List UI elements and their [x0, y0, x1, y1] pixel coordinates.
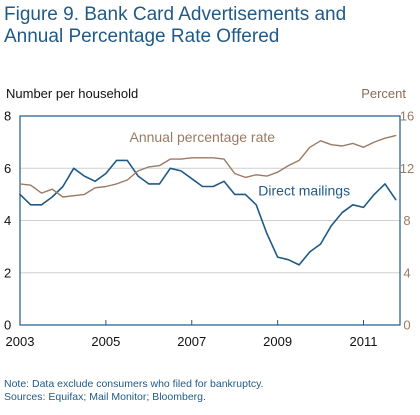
sources-text: Sources: Equifax; Mail Monitor; Bloomber…	[4, 391, 206, 403]
left-tick-label: 2	[4, 265, 11, 280]
left-tick-label: 6	[4, 161, 11, 176]
right-axis-title: Percent	[361, 86, 406, 101]
plot-frame	[19, 115, 401, 326]
x-tick-label: 2005	[91, 334, 120, 349]
chart-title: Figure 9. Bank Card Advertisements and A…	[4, 4, 347, 47]
x-tick-label: 2011	[350, 334, 378, 349]
series-line-direct-mailings	[19, 159, 397, 266]
right-tick-label: 0	[403, 318, 410, 333]
left-tick-label: 4	[4, 213, 11, 228]
x-tick-label: 2003	[6, 334, 35, 349]
right-tick-label: 4	[403, 265, 410, 280]
x-tick-label: 2007	[177, 334, 206, 349]
left-axis-title: Number per household	[6, 86, 139, 101]
right-tick-label: 16	[400, 109, 414, 124]
x-tick-label: 2009	[263, 334, 292, 349]
note-text: Note: Data exclude consumers who filed f…	[4, 378, 264, 390]
right-tick-label: 8	[403, 213, 410, 228]
label-direct-mailings: Direct mailings	[258, 183, 350, 199]
chart-notes: Note: Data exclude consumers who filed f…	[4, 378, 264, 404]
left-tick-label: 0	[4, 318, 11, 333]
label-annual-percentage-rate: Annual percentage rate	[129, 129, 275, 145]
series-line-annual-percentage-rate	[19, 134, 397, 198]
right-tick-label: 12	[400, 161, 414, 176]
left-tick-label: 8	[4, 109, 11, 124]
